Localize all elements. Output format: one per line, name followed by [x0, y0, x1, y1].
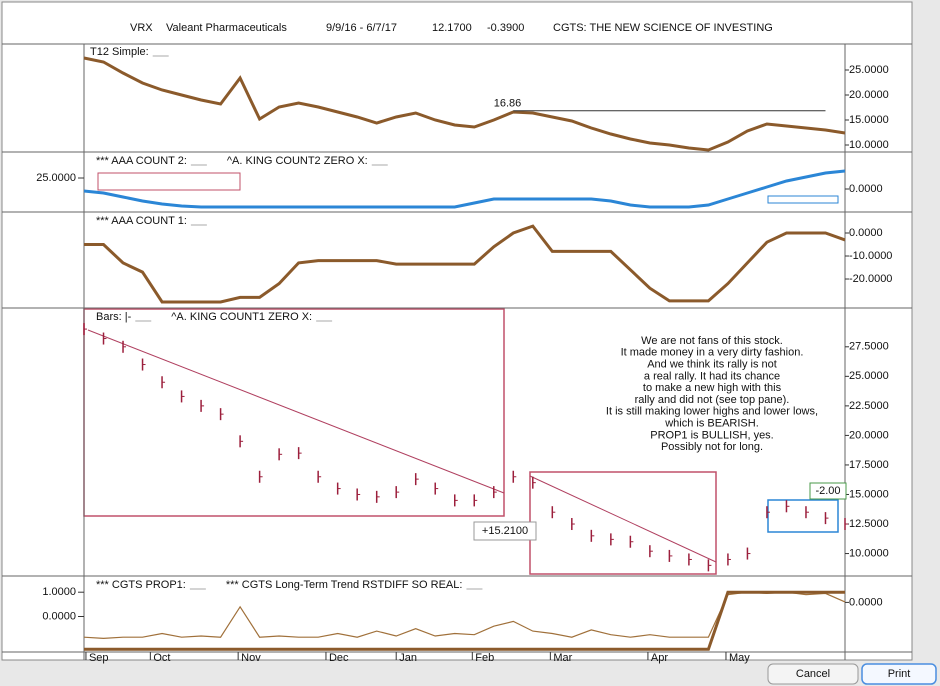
- y-tick-label: 10.0000: [849, 139, 889, 151]
- y-tick-label: 17.5000: [849, 459, 889, 471]
- rally-box: [767, 499, 839, 533]
- window-frame: [1, 1, 913, 661]
- note-line: to make a new high with this: [643, 382, 782, 394]
- date-range: 9/9/16 - 6/7/17: [326, 22, 397, 34]
- pane-label: Bars: |-: [96, 311, 132, 323]
- series-line: [84, 224, 846, 304]
- pane-label: T12 Simple:: [90, 46, 149, 58]
- series-line: [84, 590, 845, 651]
- x-tick-label: Jan: [399, 652, 417, 664]
- pane-label: *** CGTS Long-Term Trend RSTDIFF SO REAL…: [226, 579, 463, 591]
- y-tick-label: 1.0000: [42, 586, 76, 598]
- series-line: [83, 169, 846, 209]
- note-line: a real rally. It had its chance: [644, 370, 780, 382]
- trend-line: [529, 475, 717, 563]
- y-tick-label: 25.0000: [849, 64, 889, 76]
- annotation-box: [473, 521, 537, 541]
- y-tick-label: 0.0000: [849, 183, 883, 195]
- note-line: We are not fans of this stock.: [641, 335, 783, 347]
- annotation: +15.2100: [482, 525, 528, 537]
- cancel-label[interactable]: Cancel: [796, 668, 830, 680]
- y-tick-label: 12.5000: [849, 518, 889, 530]
- x-tick-label: May: [729, 652, 750, 664]
- pane-label: ^A. KING COUNT1 ZERO X:: [171, 311, 312, 323]
- x-tick-label: Oct: [153, 652, 170, 664]
- x-tick-label: Nov: [241, 652, 261, 664]
- x-tick-label: Mar: [553, 652, 572, 664]
- pane-label: *** AAA COUNT 1:: [96, 215, 187, 227]
- pane-label: ^A. KING COUNT2 ZERO X:: [227, 155, 368, 167]
- change: -0.3900: [487, 22, 524, 34]
- y-tick-label: 15.0000: [849, 114, 889, 126]
- count2-box-right: [767, 195, 839, 204]
- annotation: -2.00: [815, 485, 840, 497]
- y2-tick-label: 25.0000: [36, 172, 76, 184]
- y-tick-label: 25.0000: [849, 370, 889, 382]
- buttons: Cancel Print: [767, 663, 937, 685]
- trend-line: [87, 329, 505, 494]
- y-tick-label: 0.0000: [849, 227, 883, 239]
- x-tick-label: Dec: [329, 652, 349, 664]
- y-tick-label: 10.0000: [849, 547, 889, 559]
- cancel-button[interactable]: [767, 663, 859, 685]
- pane-label: *** CGTS PROP1:: [96, 579, 186, 591]
- header-title: CGTS: THE NEW SCIENCE OF INVESTING: [553, 22, 773, 34]
- y-tick-label: 20.0000: [849, 429, 889, 441]
- symbol: VRX: [130, 22, 153, 34]
- y-tick-label: -20.0000: [849, 273, 892, 285]
- annotation-box: [809, 482, 847, 500]
- y2-tick-label: 0.0000: [849, 596, 883, 608]
- company-name: Valeant Pharmaceuticals: [166, 22, 287, 34]
- print-label[interactable]: Print: [888, 668, 911, 680]
- note-line: Possibly not for long.: [661, 441, 763, 453]
- y-tick-label: 27.5000: [849, 341, 889, 353]
- note-line: It is still making lower highs and lower…: [606, 406, 818, 418]
- x-tick-label: Feb: [475, 652, 494, 664]
- series-line: [83, 591, 846, 640]
- note-line: rally and did not (see top pane).: [635, 394, 790, 406]
- y-tick-label: 0.0000: [42, 610, 76, 622]
- series-line: [83, 56, 846, 152]
- y-tick-label: 15.0000: [849, 488, 889, 500]
- note-line: And we think its rally is not: [647, 359, 777, 371]
- price: 12.1700: [432, 22, 472, 34]
- note-line: It made money in a very dirty fashion.: [621, 347, 804, 359]
- count2-box: [97, 172, 241, 191]
- y-tick-label: 22.5000: [849, 400, 889, 412]
- note-line: which is BEARISH.: [664, 418, 759, 430]
- reference-label: 16.86: [494, 98, 522, 110]
- y-tick-label: 20.0000: [849, 89, 889, 101]
- y-tick-label: -10.0000: [849, 250, 892, 262]
- x-tick-label: Apr: [651, 652, 668, 664]
- note-line: PROP1 is BULLISH, yes.: [650, 429, 774, 441]
- x-tick-label: Sep: [89, 652, 109, 664]
- pane-label: *** AAA COUNT 2:: [96, 155, 187, 167]
- print-button[interactable]: [861, 663, 937, 685]
